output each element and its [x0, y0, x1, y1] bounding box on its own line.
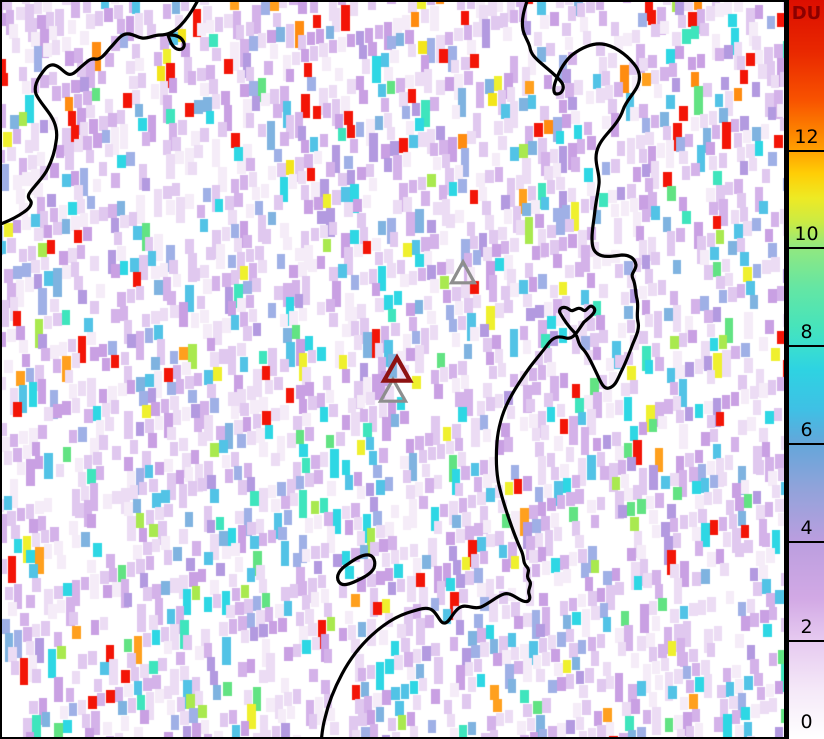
- colorbar-tick-label: 4: [800, 517, 813, 540]
- colorbar-tick-line: [789, 345, 824, 347]
- coastline-and-markers-overlay: [2, 2, 641, 737]
- colorbar-tick-label: 2: [800, 616, 813, 639]
- colorbar-tick-line: [789, 443, 824, 445]
- colorbar-tick-label: 8: [800, 321, 813, 344]
- volcano-marker-gray-north: [448, 258, 478, 285]
- coastline-path: [320, 2, 641, 737]
- colorbar-tick-line: [789, 640, 824, 642]
- map-plot-area: [0, 0, 786, 739]
- colorbar-tick-line: [789, 247, 824, 249]
- satellite-pixel-field: [2, 2, 784, 737]
- colorbar: DU 12 10 8 6 4 2 0: [786, 0, 824, 739]
- island-path: [336, 553, 377, 587]
- volcano-marker-red: [380, 353, 414, 383]
- colorbar-tick-line: [789, 541, 824, 543]
- coastline-path: [2, 2, 199, 226]
- colorbar-tick-line: [789, 150, 824, 152]
- colorbar-unit-label: DU: [791, 3, 822, 24]
- colorbar-tick-label: 10: [794, 223, 819, 246]
- colorbar-gradient: [789, 0, 824, 739]
- volcano-marker-gray-south: [377, 375, 409, 403]
- colorbar-tick-label: 0: [800, 711, 813, 734]
- colorbar-tick-label: 12: [794, 126, 819, 149]
- coastline-path: [166, 33, 186, 52]
- colorbar-tick-label: 6: [800, 419, 813, 442]
